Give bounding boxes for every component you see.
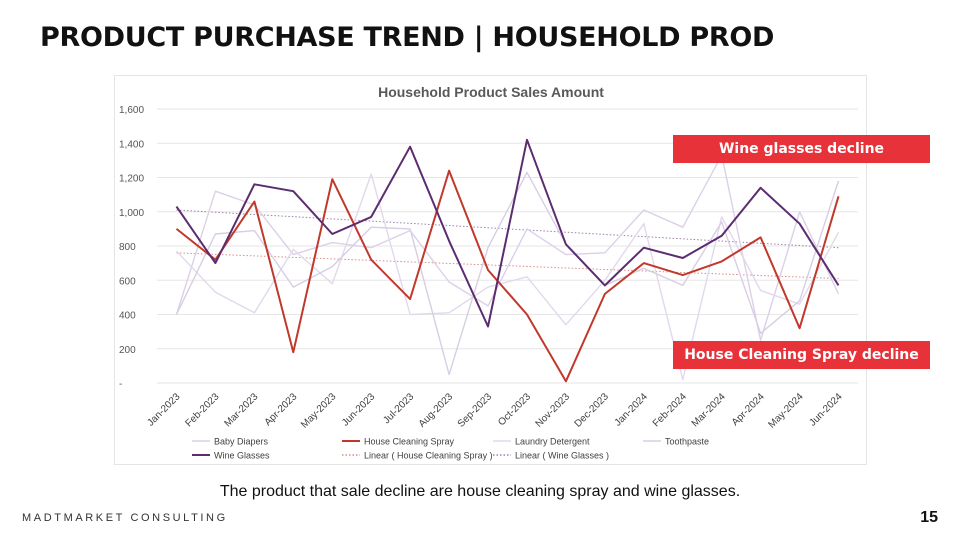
y-tick-label: 1,600 (119, 105, 144, 116)
x-tick-label: Oct-2023 (496, 391, 533, 428)
trendline-linear-house-cleaning-spray (176, 252, 839, 280)
x-tick-label: Feb-2024 (651, 391, 689, 429)
x-tick-label: Nov-2023 (534, 391, 573, 430)
wine-glasses-decline-callout: Wine glasses decline (673, 135, 930, 163)
x-tick-label: Sep-2023 (456, 391, 495, 430)
legend-label: Wine Glasses (214, 451, 270, 461)
series-line-baby-diapers (175, 154, 840, 341)
legend-label: Linear ( House Cleaning Spray ) (364, 451, 493, 461)
legend-label: Baby Diapers (214, 437, 269, 447)
y-tick-label: 400 (119, 311, 136, 322)
legend-label: House Cleaning Spray (364, 437, 455, 447)
slide-caption: The product that sale decline are house … (219, 483, 741, 500)
y-tick-label: 1,000 (119, 208, 144, 219)
x-tick-label: Mar-2024 (690, 391, 728, 429)
page-number: 15 (920, 509, 938, 526)
x-tick-label: Apr-2024 (730, 391, 767, 428)
legend-label: Laundry Detergent (515, 437, 590, 447)
x-tick-label: Jul-2023 (381, 391, 416, 426)
x-tick-label: Apr-2023 (263, 391, 300, 428)
x-tick-label: May-2023 (299, 391, 339, 431)
x-tick-label: Dec-2023 (573, 391, 612, 430)
slide-title: PRODUCT PURCHASE TREND | HOUSEHOLD PROD (40, 22, 775, 53)
chart-frame: Household Product Sales Amount - 200 400 60… (114, 75, 867, 465)
y-tick-label: 1,400 (119, 139, 144, 150)
y-tick-label: - (119, 379, 122, 390)
series-line-toothpaste (175, 171, 840, 376)
x-tick-label: Feb-2023 (183, 391, 221, 429)
brand-name: MADTMARKET CONSULTING (22, 512, 228, 524)
y-tick-label: 1,200 (119, 174, 144, 185)
x-tick-label: Aug-2023 (417, 391, 456, 430)
series-line-wine-glasses (175, 138, 840, 328)
x-tick-label: Jun-2023 (340, 391, 378, 429)
x-tick-label: May-2024 (766, 391, 806, 431)
x-tick-label: Mar-2023 (222, 391, 260, 429)
y-tick-label: 600 (119, 276, 136, 287)
house-cleaning-spray-decline-callout: House Cleaning Spray decline (673, 341, 930, 369)
series-line-house-cleaning-spray (175, 169, 840, 383)
y-tick-label: 200 (119, 345, 136, 356)
chart-title: Household Product Sales Amount (378, 84, 604, 100)
legend-label: Linear ( Wine Glasses ) (515, 451, 609, 461)
x-tick-label: Jan-2023 (145, 391, 183, 429)
line-chart: Household Product Sales Amount - 200 400 60… (119, 84, 858, 461)
legend-label: Toothpaste (665, 437, 709, 447)
x-tick-label: Jan-2024 (613, 391, 651, 429)
y-tick-label: 800 (119, 242, 136, 253)
x-tick-label: Jun-2024 (807, 391, 845, 429)
